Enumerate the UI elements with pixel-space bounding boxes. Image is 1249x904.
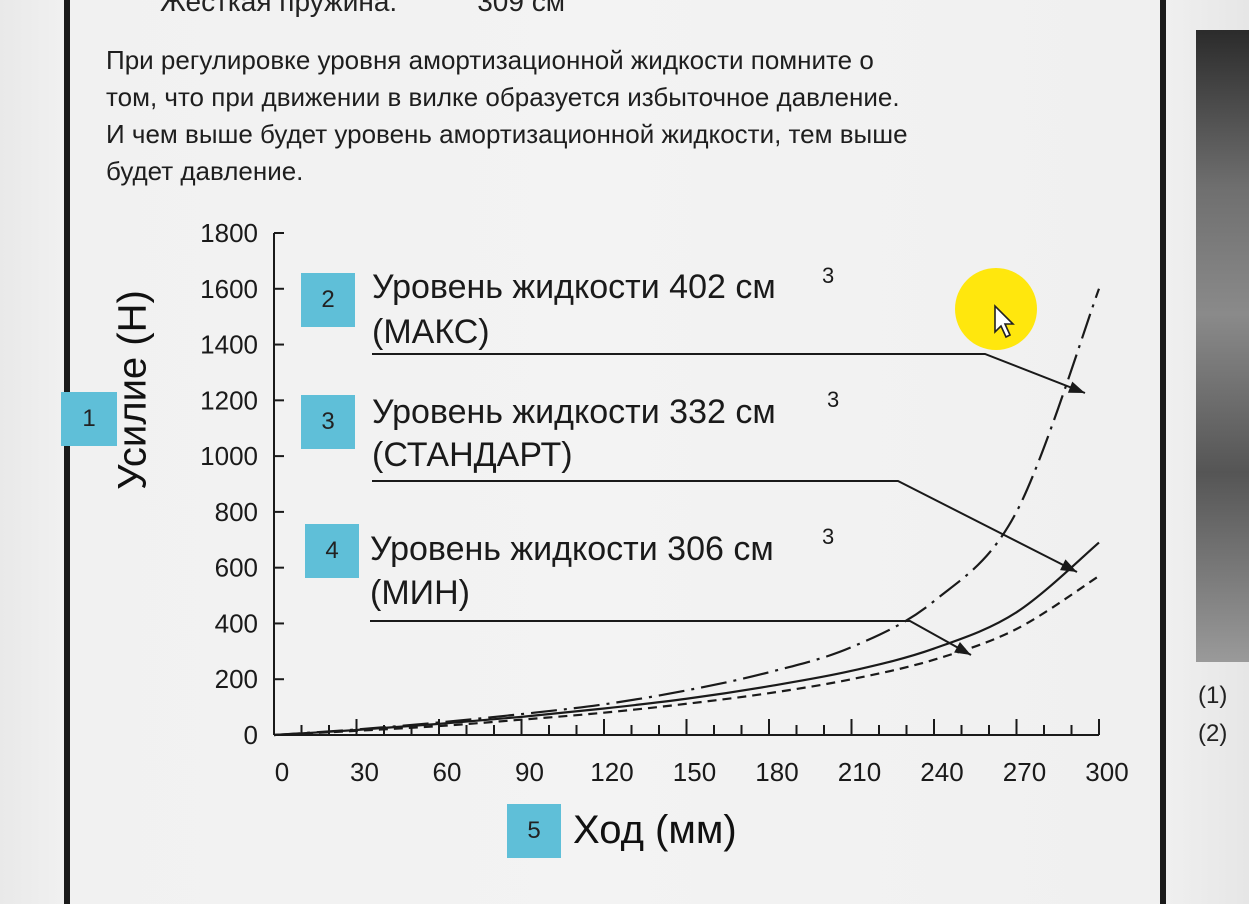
y-tick-label: 1600 <box>200 274 258 304</box>
x-tick-label: 300 <box>1085 757 1128 787</box>
paragraph-line: И чем выше будет уровень амортизационной… <box>106 119 908 149</box>
spring-label: Жесткая пружина: <box>160 0 398 17</box>
x-tick-label: 90 <box>515 757 544 787</box>
x-tick-label: 30 <box>350 757 379 787</box>
y-tick-label: 1800 <box>200 218 258 248</box>
x-tick-label: 270 <box>1003 757 1046 787</box>
x-tick-label: 60 <box>433 757 462 787</box>
chart-series <box>273 288 1101 737</box>
leader-line-max <box>372 353 1086 394</box>
side-photo <box>1196 30 1249 662</box>
x-tick-label: 210 <box>838 757 881 787</box>
series-line-std <box>273 541 1100 737</box>
y-tick-label: 0 <box>244 720 258 750</box>
series-label-sup-min: 3 <box>822 524 834 549</box>
x-tick-label: 240 <box>920 757 963 787</box>
series-sublabel-max: (МАКС) <box>372 313 490 351</box>
leader-line-std <box>372 480 1078 573</box>
series-label-min: Уровень жидкости 306 см <box>370 530 774 568</box>
paragraph-line: При регулировке уровня амортизационной ж… <box>106 45 874 75</box>
leader-arrowhead-std <box>1060 559 1077 572</box>
y-tick-label: 1200 <box>200 385 258 415</box>
x-axis-label: Ход (мм) <box>573 808 737 852</box>
y-axis-label: Усилие (Н) <box>110 290 155 490</box>
cursor-highlight <box>955 268 1037 350</box>
leader-arrowhead-min <box>954 641 971 655</box>
x-tick-label: 180 <box>755 757 798 787</box>
y-tick-label: 1400 <box>200 330 258 360</box>
photo-caption-2: (2) <box>1198 720 1228 747</box>
badge-5: 5 <box>507 804 561 858</box>
x-axis-ticks: 0 30 60 90 120 150 180 210 240 270 300 <box>273 719 1129 787</box>
series-sublabel-min: (МИН) <box>370 574 470 612</box>
y-tick-label: 600 <box>215 553 258 583</box>
series-label-sup-max: 3 <box>822 263 834 288</box>
series-label-sup-std: 3 <box>827 387 839 412</box>
series-line-max <box>273 288 1101 737</box>
mouse-pointer-icon <box>994 304 1015 339</box>
paragraph-line: том, что при движении в вилке образуется… <box>106 82 900 112</box>
photo-caption-1: (1) <box>1198 682 1228 709</box>
badge-2: 2 <box>301 273 355 327</box>
series-label-std: Уровень жидкости 332 см <box>372 393 776 431</box>
paragraph-line: будет давление. <box>106 156 304 186</box>
y-tick-label: 800 <box>215 497 258 527</box>
y-axis-ticks: 0 200 400 600 800 1000 1200 1400 1600 1800 <box>200 218 284 750</box>
x-tick-label: 120 <box>590 757 633 787</box>
cropped-spring-line: Жесткая пружина: 309 см <box>160 0 565 18</box>
chart-annotations: Уровень жидкости 402 см 3 (МАКС) Уровень жи… <box>370 263 1086 656</box>
badge-4: 4 <box>305 524 359 578</box>
instruction-paragraph: При регулировке уровня амортизационной ж… <box>106 42 1136 190</box>
series-sublabel-std: (СТАНДАРТ) <box>372 436 573 474</box>
series-label-max: Уровень жидкости 402 см <box>372 268 776 306</box>
spring-value: 309 см <box>477 0 565 17</box>
y-tick-label: 400 <box>215 608 258 638</box>
y-tick-label: 200 <box>215 664 258 694</box>
x-tick-label: 150 <box>673 757 716 787</box>
leader-line-min <box>370 620 972 656</box>
page-border-right <box>1160 0 1166 904</box>
x-tick-label: 0 <box>275 757 289 787</box>
badge-1: 1 <box>61 392 117 446</box>
badge-3: 3 <box>301 395 355 449</box>
y-tick-label: 1000 <box>200 441 258 471</box>
page-border-left <box>64 0 70 904</box>
leader-arrowhead-max <box>1067 381 1085 393</box>
